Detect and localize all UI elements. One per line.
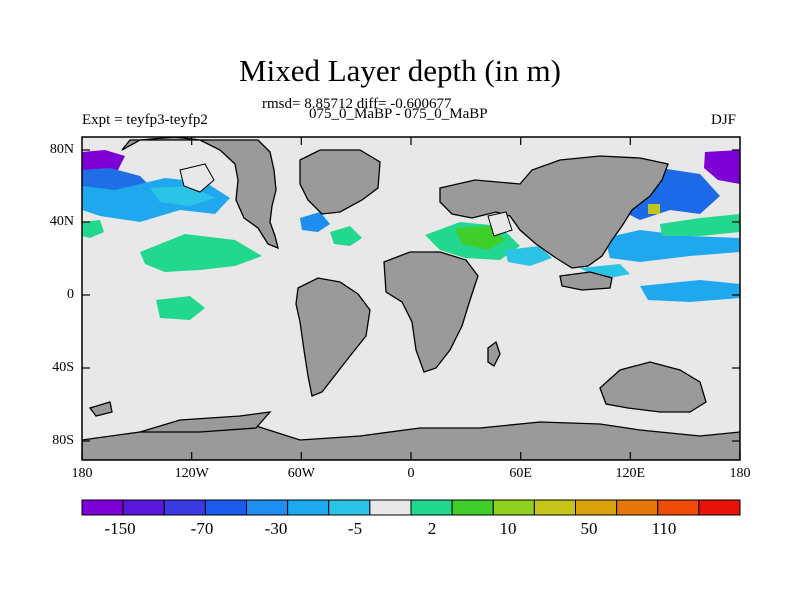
anomaly-patch-pacific-green-west	[82, 220, 104, 238]
colorbar-swatch	[575, 499, 618, 516]
x-tick-label: 180	[71, 466, 93, 481]
colorbar-swatch	[122, 499, 165, 516]
x-tick-label: 60E	[509, 466, 532, 481]
y-tick-label: 80N	[49, 142, 74, 157]
anomaly-patch-pacific-green-central	[140, 234, 262, 272]
colorbar-swatch	[492, 499, 535, 516]
colorbar-swatch	[246, 499, 289, 516]
land-north-america	[121, 137, 279, 250]
colorbar-swatch	[369, 499, 412, 516]
anomaly-patch-cpacific-cyan	[580, 264, 630, 280]
x-tick-label: 0	[407, 466, 415, 481]
colorbar-swatch	[204, 499, 247, 516]
x-tick-label: 120E	[615, 466, 646, 481]
anomaly-patch-wpacific-green	[660, 214, 740, 236]
plot-title: Mixed Layer depth (in m)	[239, 53, 561, 88]
anomaly-patch-sindian-lightblue	[640, 280, 740, 302]
colorbar-swatch	[451, 499, 494, 516]
anomaly-patch-wpacific-lightblue	[605, 230, 740, 262]
anomaly-patch-pacific-green-south	[156, 296, 205, 320]
colorbar-label: 2	[427, 519, 437, 538]
land-europe-asia	[439, 155, 669, 269]
colorbar	[81, 499, 741, 516]
y-tick-label: 0	[67, 287, 74, 302]
x-tick-label: 180	[729, 466, 751, 481]
colorbar-label: 50	[580, 519, 598, 538]
land-madagascar	[487, 340, 501, 367]
land-antarctic-peninsula	[139, 411, 272, 433]
subtitle-text: 075_0_MaBP - 075_0_MaBP	[309, 106, 488, 122]
colorbar-swatch	[698, 499, 741, 516]
water-hudson-bay	[179, 163, 215, 193]
land-greenland	[299, 149, 381, 215]
colorbar-label: -5	[347, 519, 363, 538]
anomaly-patch-npacific-east-purple	[704, 150, 740, 184]
land-south-america	[295, 277, 371, 397]
season-label: DJF	[711, 112, 737, 128]
colorbar-swatch	[616, 499, 659, 516]
colorbar-label: -70	[190, 519, 214, 538]
colorbar-label: -150	[104, 519, 136, 538]
experiment-label: Expt = teyfp3-teyfp2	[82, 112, 208, 128]
stats-text: rmsd= 8.85712 diff= -0.600677	[262, 96, 452, 112]
water-caspian	[487, 211, 513, 237]
anomaly-patch-npacific-purple	[82, 150, 125, 174]
y-tick-label: 40S	[52, 360, 74, 375]
land-indonesia	[559, 271, 613, 291]
anomaly-patch-atlantic-green	[330, 226, 362, 246]
colorbar-label: 110	[651, 519, 677, 538]
land-africa	[383, 251, 479, 373]
y-tick-label: 80S	[52, 433, 74, 448]
colorbar-swatch	[328, 499, 371, 516]
colorbar-swatch	[163, 499, 206, 516]
colorbar-swatch	[410, 499, 453, 516]
colorbar-swatch	[657, 499, 700, 516]
land-australia	[599, 361, 707, 413]
anomaly-patch-indian-cyan	[505, 246, 552, 266]
land-alaska-islands	[88, 401, 113, 417]
colorbar-label: 10	[499, 519, 517, 538]
anomaly-patch-atlantic-blue	[300, 212, 330, 232]
colorbar-swatch	[533, 499, 576, 516]
colorbar-label: -30	[264, 519, 288, 538]
y-tick-label: 40N	[49, 214, 74, 229]
colorbar-swatch	[287, 499, 330, 516]
anomaly-patch-wpacific-yellow	[648, 204, 660, 214]
x-tick-label: 60W	[287, 466, 315, 481]
colorbar-swatch	[81, 499, 124, 516]
x-tick-label: 120W	[174, 466, 209, 481]
